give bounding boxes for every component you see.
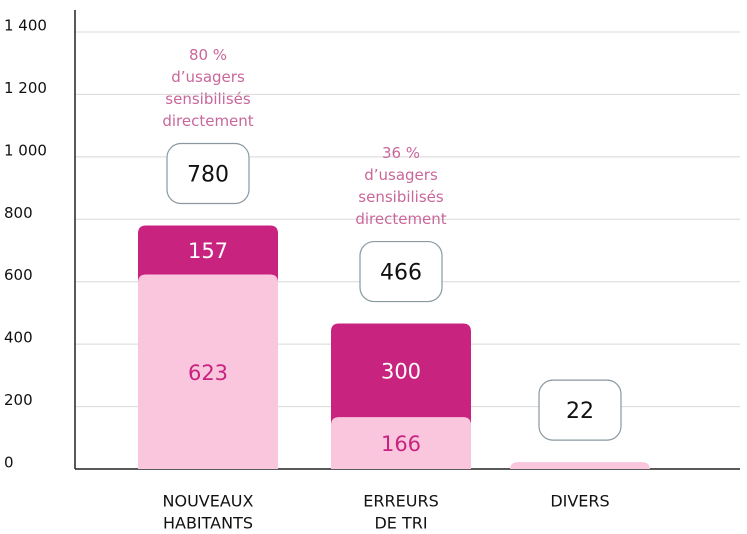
annotation: 80 % [189,46,227,64]
x-tick-label: DE TRI [374,514,427,533]
annotation: directement [162,112,253,130]
y-tick-label: 0 [4,454,14,472]
y-tick-label: 600 [4,266,33,284]
y-tick-label: 200 [4,391,33,409]
y-tick-label: 800 [4,204,33,222]
segment-label: 157 [188,239,228,263]
segment-label: 166 [381,432,421,456]
x-tick-label: NOUVEAUX [163,492,254,511]
bar-segment [510,462,650,471]
total-label: 22 [566,399,594,424]
total-box [538,379,622,441]
bar-segment [138,274,278,469]
x-tick-label: HABITANTS [163,514,253,533]
y-tick-label: 1 000 [4,141,47,159]
annotation: directement [355,210,446,228]
bar-segment [331,323,471,426]
annotation: 36 % [382,144,420,162]
y-tick-label: 1 400 [4,17,47,35]
y-tick-label: 1 200 [4,79,47,97]
segment-label: 300 [381,359,421,383]
total-box [359,240,443,303]
segment-label: 623 [188,361,228,385]
bar-segment [138,225,278,283]
annotation: d’usagers [171,68,245,86]
annotation: sensibilisés [165,90,251,108]
annotation: d’usagers [364,166,438,184]
total-label: 780 [187,163,229,188]
total-label: 466 [380,261,422,286]
total-box [166,142,250,205]
annotation: sensibilisés [358,188,444,206]
y-tick-label: 400 [4,329,33,347]
x-tick-label: DIVERS [550,492,609,511]
x-tick-label: ERREURS [363,492,438,511]
bar-segment [331,417,471,469]
